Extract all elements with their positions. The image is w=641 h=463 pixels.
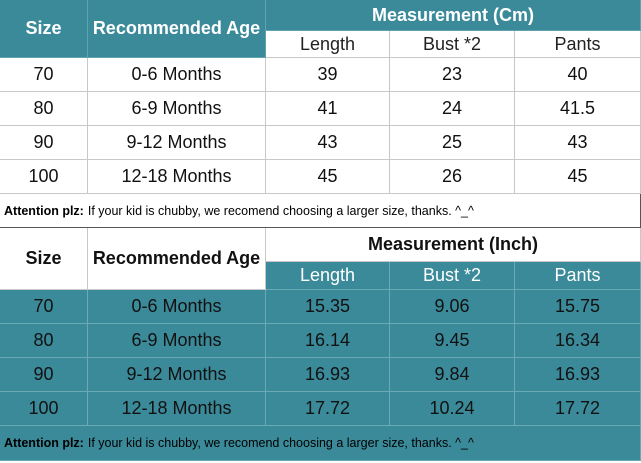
note-label: Attention plz: bbox=[4, 203, 84, 218]
table-cell: 15.35 bbox=[266, 290, 390, 324]
table-cell: 90 bbox=[0, 126, 88, 160]
table-cell: 100 bbox=[0, 160, 88, 194]
table-cell: 9.84 bbox=[390, 358, 515, 392]
table-cell: 6-9 Months bbox=[88, 324, 266, 358]
table-cell: 70 bbox=[0, 58, 88, 92]
note-label: Attention plz: bbox=[4, 436, 84, 450]
table-cell: 43 bbox=[266, 126, 390, 160]
table-cell: 80 bbox=[0, 324, 88, 358]
table-cell: 0-6 Months bbox=[88, 58, 266, 92]
table-cell: 41 bbox=[266, 92, 390, 126]
table-cell: 6-9 Months bbox=[88, 92, 266, 126]
table-cell: 23 bbox=[390, 58, 515, 92]
header-size: Size bbox=[0, 0, 88, 58]
table-cell: 41.5 bbox=[515, 92, 641, 126]
table-cell: 16.93 bbox=[266, 358, 390, 392]
header-age: Recommended Age bbox=[88, 228, 266, 290]
table-cell: 43 bbox=[515, 126, 641, 160]
header-column: Pants bbox=[515, 262, 641, 290]
header-measurement: Measurement (Inch) bbox=[266, 228, 641, 262]
table-cell: 24 bbox=[390, 92, 515, 126]
header-column: Bust *2 bbox=[390, 262, 515, 290]
note: Attention plz: If your kid is chubby, we … bbox=[0, 426, 641, 461]
table-cell: 40 bbox=[515, 58, 641, 92]
table-cell: 16.93 bbox=[515, 358, 641, 392]
note: Attention plz: If your kid is chubby, we … bbox=[0, 194, 641, 228]
table-cell: 9-12 Months bbox=[88, 358, 266, 392]
table-cell: 45 bbox=[266, 160, 390, 194]
header-column: Pants bbox=[515, 31, 641, 58]
header-age: Recommended Age bbox=[88, 0, 266, 58]
header-size: Size bbox=[0, 228, 88, 290]
header-column: Length bbox=[266, 31, 390, 58]
table-cell: 70 bbox=[0, 290, 88, 324]
table-cell: 90 bbox=[0, 358, 88, 392]
header-column: Bust *2 bbox=[390, 31, 515, 58]
header-measurement: Measurement (Cm) bbox=[266, 0, 641, 31]
table-cell: 100 bbox=[0, 392, 88, 426]
table-cell: 10.24 bbox=[390, 392, 515, 426]
table-cell: 15.75 bbox=[515, 290, 641, 324]
table-cell: 16.14 bbox=[266, 324, 390, 358]
table-cell: 25 bbox=[390, 126, 515, 160]
note-text: If your kid is chubby, we recomend choos… bbox=[87, 436, 474, 450]
table-cell: 26 bbox=[390, 160, 515, 194]
table-cell: 45 bbox=[515, 160, 641, 194]
header-column: Length bbox=[266, 262, 390, 290]
table-cell: 9.45 bbox=[390, 324, 515, 358]
table-cell: 39 bbox=[266, 58, 390, 92]
table-cell: 17.72 bbox=[515, 392, 641, 426]
table-cell: 12-18 Months bbox=[88, 160, 266, 194]
table-cell: 80 bbox=[0, 92, 88, 126]
table-cell: 17.72 bbox=[266, 392, 390, 426]
table-cell: 9.06 bbox=[390, 290, 515, 324]
table-cell: 9-12 Months bbox=[88, 126, 266, 160]
table-cell: 0-6 Months bbox=[88, 290, 266, 324]
note-text: If your kid is chubby, we recomend choos… bbox=[87, 203, 474, 218]
table-cell: 12-18 Months bbox=[88, 392, 266, 426]
table-cell: 16.34 bbox=[515, 324, 641, 358]
